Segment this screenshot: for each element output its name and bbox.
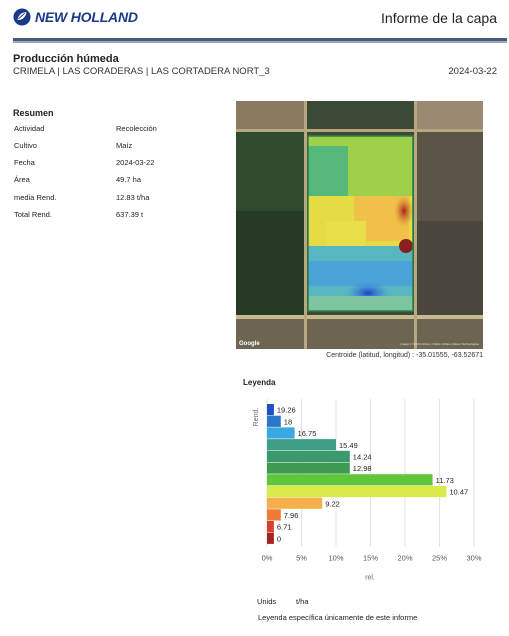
bar-value-label: 12.98 (353, 464, 372, 473)
legend-title: Leyenda (243, 378, 276, 387)
histogram-bar (267, 509, 281, 521)
bar-value-label: 15.49 (339, 441, 358, 450)
brand-logo: NEW HOLLAND (13, 8, 138, 26)
header-divider-light (13, 41, 507, 43)
layer-title: Producción húmeda (13, 53, 119, 65)
centroid-text: Centroide (latitud, longitud) : -35.0155… (326, 352, 483, 359)
bar-value-label: 0 (277, 534, 281, 543)
histogram-bar (267, 521, 274, 533)
summary-value: 12.83 t/ha (116, 193, 150, 202)
summary-value: 637.39 t (116, 210, 144, 219)
bar-value-label: 14.24 (353, 453, 372, 462)
summary-label: Total Rend. (14, 210, 52, 219)
units-label: Unids (257, 597, 277, 606)
summary-value: Recolección (116, 124, 157, 133)
summary-label: media Rend. (14, 193, 57, 202)
x-tick-label: 20% (397, 553, 412, 562)
summary-title: Resumen (13, 108, 54, 118)
histogram-bar (267, 450, 350, 462)
bar-value-label: 19.26 (277, 406, 296, 415)
y-axis-label: Rend. (253, 408, 260, 427)
x-tick-label: 25% (432, 553, 447, 562)
legend-note: Leyenda específica únicamente de este in… (258, 613, 418, 622)
x-tick-label: 15% (363, 553, 378, 562)
summary-label: Cultivo (14, 141, 37, 150)
bar-value-label: 11.73 (436, 476, 454, 485)
histogram-bar (267, 485, 447, 498)
x-tick-label: 5% (296, 553, 307, 562)
bar-value-label: 6.71 (277, 523, 292, 532)
summary-label: Actividad (14, 124, 45, 133)
bar-value-label: 18 (284, 417, 292, 426)
histogram-bar (267, 474, 433, 486)
histogram-bar (267, 404, 274, 416)
x-axis-label: rel. (365, 574, 375, 581)
units-value: t/ha (296, 597, 309, 606)
yield-map: Google Imagery ©2024 Airbus, CNES / Airb… (236, 101, 483, 349)
summary-value: 49.7 ha (116, 175, 142, 184)
x-tick-label: 10% (328, 553, 343, 562)
histogram-bar (267, 462, 350, 474)
bar-value-label: 10.47 (449, 488, 468, 497)
summary-value: 2024-03-22 (116, 158, 155, 167)
histogram-bar (267, 415, 281, 427)
report-title: Informe de la capa (381, 10, 497, 26)
header-divider (13, 38, 507, 41)
field-path: CRIMELA | LAS CORADERAS | LAS CORTADERA … (13, 66, 270, 77)
bar-value-label: 7.96 (284, 511, 299, 520)
layer-date: 2024-03-22 (448, 66, 497, 77)
leaf-logo-icon (13, 8, 31, 26)
map-attribution: Imagery ©2024 Airbus, CNES / Airbus, Max… (400, 342, 479, 346)
map-google-label: Google (239, 341, 260, 347)
summary-label: Área (14, 175, 30, 184)
yield-histogram: 0% 5% 10% 15% 20% 25% 30% Rend. rel. 19.26 18 16.75… (253, 399, 482, 581)
summary-label: Fecha (14, 158, 35, 167)
bar-value-label: 9.22 (325, 499, 340, 508)
bar-value-label: 16.75 (298, 429, 317, 438)
x-tick-label: 30% (466, 553, 481, 562)
histogram-bar (267, 497, 323, 509)
summary-value: Maíz (116, 141, 133, 150)
brand-name: NEW HOLLAND (35, 9, 138, 25)
histogram-bar (267, 427, 295, 439)
histogram-bar (267, 439, 336, 451)
histogram-bar (267, 532, 274, 544)
x-tick-label: 0% (262, 553, 273, 562)
